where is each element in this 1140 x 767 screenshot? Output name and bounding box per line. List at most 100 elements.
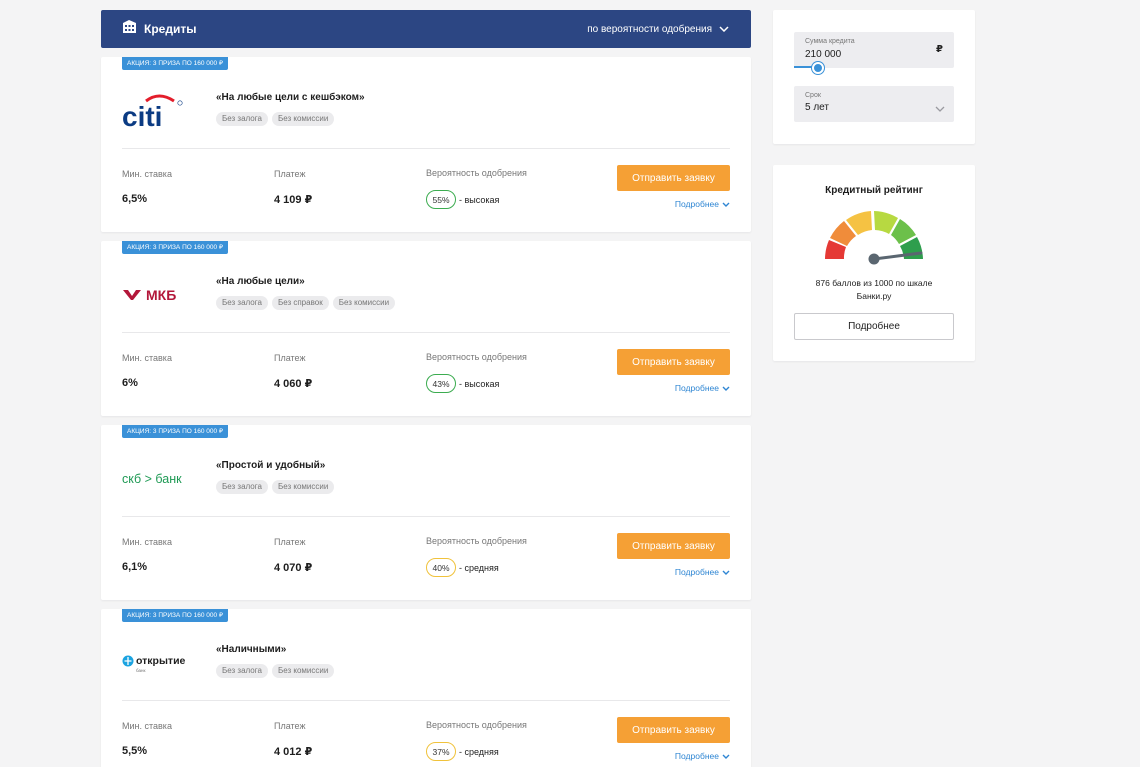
divider [122, 332, 730, 333]
promo-badge[interactable]: АКЦИЯ: 3 ПРИЗА ПО 160 000 ₽ [122, 609, 229, 622]
product-info: «Наличными» Без залога Без комиссии [216, 644, 335, 678]
offer-card: АКЦИЯ: 3 ПРИЗА ПО 160 000 ₽ скб > банк «… [101, 425, 751, 600]
rating-details-button[interactable]: Подробнее [794, 313, 954, 340]
bank-name: МКБ [146, 287, 176, 303]
product-info: «На любые цели с кешбэком» Без залога Бе… [216, 92, 365, 126]
results-header: Кредиты по вероятности одобрения [101, 10, 751, 48]
offer-card: АКЦИЯ: 3 ПРИЗА ПО 160 000 ₽ открытие бан… [101, 609, 751, 767]
sort-dropdown[interactable]: по вероятности одобрения [587, 24, 729, 35]
tag: Без комиссии [271, 480, 335, 494]
loan-amount-label: Сумма кредита [805, 38, 855, 45]
payment-value: 4 012 ₽ [274, 746, 313, 758]
loan-amount-input[interactable] [805, 49, 925, 60]
details-link[interactable]: Подробнее [675, 199, 730, 209]
rating-score-text: 876 баллов из 1000 по шкале Банки.ру [815, 278, 933, 301]
rate-label: Мин. ставка [122, 721, 172, 731]
payment-value: 4 060 ₽ [274, 378, 313, 390]
probability-label: Вероятность одобрения [426, 720, 527, 730]
probability-badge: 37% [426, 742, 456, 761]
offer-list: АКЦИЯ: 3 ПРИЗА ПО 160 000 ₽ citi «На люб… [101, 57, 751, 767]
probability-label: Вероятность одобрения [426, 536, 527, 546]
probability-label: Вероятность одобрения [426, 168, 527, 178]
loan-term-label: Срок [805, 92, 821, 99]
chevron-down-icon [722, 567, 730, 577]
apply-button[interactable]: Отправить заявку [617, 533, 730, 559]
details-link[interactable]: Подробнее [675, 383, 730, 393]
loan-amount-field[interactable]: Сумма кредита ₽ [794, 32, 954, 74]
probability-badge: 55% [426, 190, 456, 209]
loan-calculator: Сумма кредита ₽ Срок 5 лет [773, 10, 975, 144]
bank-name: citi [122, 101, 162, 129]
probability: 40% - средняя [426, 558, 499, 577]
product-info: «На любые цели» Без залога Без справок Б… [216, 276, 396, 310]
bank-logo-citi[interactable]: citi [122, 83, 188, 139]
rating-title: Кредитный рейтинг [825, 185, 923, 196]
probability: 43% - высокая [426, 374, 499, 393]
offer-card: АКЦИЯ: 3 ПРИЗА ПО 160 000 ₽ МКБ «На любы… [101, 241, 751, 416]
apply-button[interactable]: Отправить заявку [617, 349, 730, 375]
chevron-down-icon [722, 383, 730, 393]
chevron-down-icon [719, 24, 729, 35]
rate-value: 6% [122, 377, 138, 389]
bank-logo-skb[interactable]: скб > банк [122, 451, 188, 507]
payment-value: 4 070 ₽ [274, 562, 313, 574]
tag-list: Без залога Без комиссии [216, 664, 335, 678]
bank-subname: банк [136, 668, 145, 673]
tag: Без залога [216, 480, 268, 494]
bank-logo-mkb[interactable]: МКБ [122, 267, 188, 323]
loan-term-select[interactable]: Срок 5 лет [794, 86, 954, 122]
chevron-down-icon [935, 99, 945, 117]
divider [122, 148, 730, 149]
currency-symbol: ₽ [936, 44, 943, 55]
payment-value: 4 109 ₽ [274, 194, 313, 206]
promo-badge[interactable]: АКЦИЯ: 3 ПРИЗА ПО 160 000 ₽ [122, 425, 229, 438]
probability-text: - средняя [459, 746, 499, 757]
tag: Без комиссии [271, 112, 335, 126]
probability-text: - средняя [459, 562, 499, 573]
probability-badge: 40% [426, 558, 456, 577]
probability-text: - высокая [459, 378, 500, 389]
product-title[interactable]: «На любые цели» [216, 276, 305, 287]
details-link-label: Подробнее [674, 383, 719, 393]
tag-list: Без залога Без комиссии [216, 112, 365, 126]
tag: Без комиссии [271, 664, 335, 678]
product-title[interactable]: «Простой и удобный» [216, 460, 326, 471]
promo-badge[interactable]: АКЦИЯ: 3 ПРИЗА ПО 160 000 ₽ [122, 57, 229, 70]
bank-name: открытие [136, 655, 186, 667]
apply-button[interactable]: Отправить заявку [617, 717, 730, 743]
payment-label: Платеж [274, 721, 306, 731]
credit-rating-widget: Кредитный рейтинг 876 баллов из 1000 по … [773, 165, 975, 361]
tag: Без залога [216, 664, 268, 678]
page-title: Кредиты [144, 22, 197, 36]
promo-badge[interactable]: АКЦИЯ: 3 ПРИЗА ПО 160 000 ₽ [122, 241, 229, 254]
details-link[interactable]: Подробнее [675, 567, 730, 577]
rating-gauge-icon [825, 211, 923, 265]
rate-label: Мин. ставка [122, 353, 172, 363]
building-icon [122, 19, 137, 39]
product-title[interactable]: «На любые цели с кешбэком» [216, 92, 365, 103]
rate-value: 5,5% [122, 745, 148, 757]
tag: Без залога [216, 112, 268, 126]
chevron-down-icon [722, 751, 730, 761]
rate-label: Мин. ставка [122, 169, 172, 179]
probability-badge: 43% [426, 374, 456, 393]
details-link[interactable]: Подробнее [675, 751, 730, 761]
offer-card: АКЦИЯ: 3 ПРИЗА ПО 160 000 ₽ citi «На люб… [101, 57, 751, 232]
tag: Без залога [216, 296, 268, 310]
rate-label: Мин. ставка [122, 537, 172, 547]
probability: 55% - высокая [426, 190, 499, 209]
amount-slider-handle[interactable] [812, 62, 824, 74]
tag: Без комиссии [332, 296, 396, 310]
rate-value: 6,1% [122, 561, 148, 573]
amount-slider-track[interactable] [794, 66, 818, 68]
divider [122, 700, 730, 701]
apply-button[interactable]: Отправить заявку [617, 165, 730, 191]
product-title[interactable]: «Наличными» [216, 644, 287, 655]
chevron-down-icon [722, 199, 730, 209]
payment-label: Платеж [274, 353, 306, 363]
header-title-group: Кредиты [122, 19, 196, 39]
details-link-label: Подробнее [674, 199, 719, 209]
tag-list: Без залога Без справок Без комиссии [216, 296, 396, 310]
bank-logo-otkritie[interactable]: открытие банк [122, 635, 188, 691]
probability-label: Вероятность одобрения [426, 352, 527, 362]
